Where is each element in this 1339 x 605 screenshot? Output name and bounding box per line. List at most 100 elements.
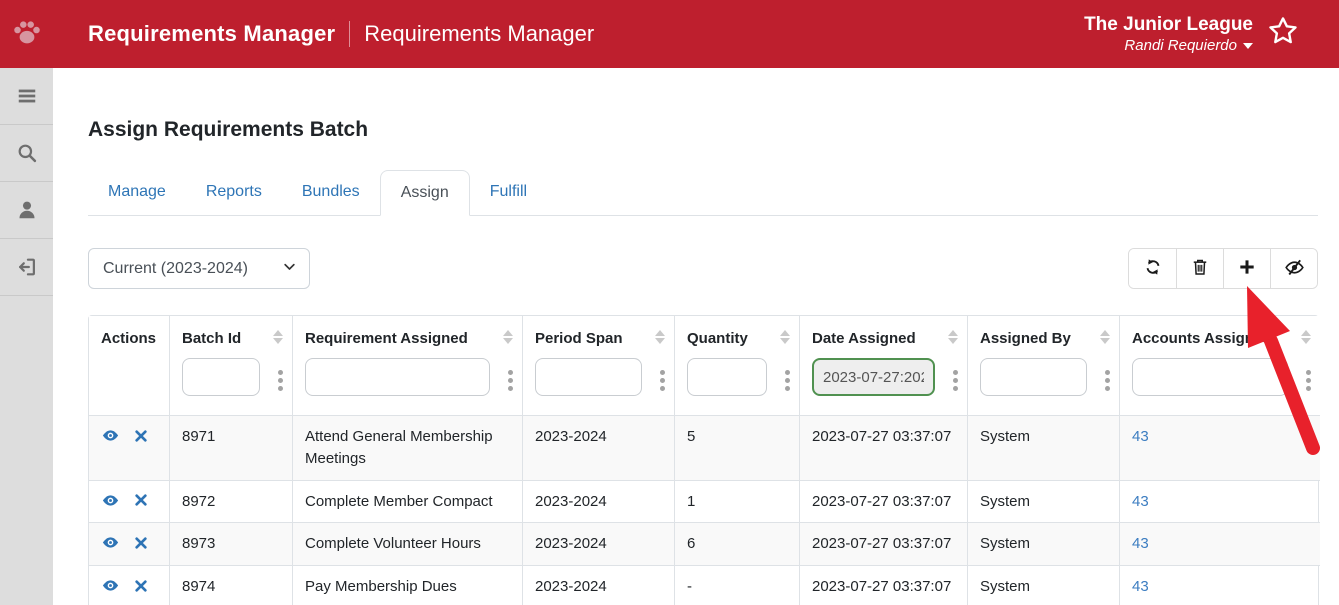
- remove-icon[interactable]: [133, 428, 149, 444]
- quantity-cell: 6: [674, 522, 799, 565]
- app-logo[interactable]: [0, 15, 53, 54]
- star-icon[interactable]: [1267, 15, 1299, 52]
- header-right: The Junior League Randi Requierdo: [1084, 14, 1299, 54]
- col-header-assigned-by: Assigned By: [967, 316, 1119, 416]
- title-group: Requirements Manager Requirements Manage…: [88, 21, 594, 47]
- col-label[interactable]: Requirement Assigned: [305, 330, 468, 347]
- assigned-by-cell: System: [967, 479, 1119, 523]
- period-span-cell: 2023-2024: [522, 522, 674, 565]
- col-header-quantity: Quantity: [674, 316, 799, 416]
- eye-slash-icon: [1284, 257, 1305, 281]
- user-menu[interactable]: Randi Requierdo: [1084, 37, 1253, 54]
- assigned-by-cell: System: [967, 522, 1119, 565]
- refresh-icon: [1143, 257, 1163, 280]
- column-menu-icon[interactable]: [953, 370, 958, 391]
- col-header-requirement-assigned: Requirement Assigned: [292, 316, 522, 416]
- col-label[interactable]: Accounts Assigned: [1132, 330, 1272, 347]
- view-icon[interactable]: [101, 426, 120, 445]
- app-title: Requirements Manager: [88, 21, 336, 46]
- requirement-cell: Complete Volunteer Hours: [292, 522, 522, 565]
- remove-icon[interactable]: [133, 492, 149, 508]
- tab-reports[interactable]: Reports: [205, 183, 262, 200]
- batch-id-filter-input[interactable]: [182, 358, 260, 396]
- paw-icon: [10, 15, 44, 54]
- refresh-button[interactable]: [1129, 249, 1176, 288]
- view-icon[interactable]: [101, 576, 120, 595]
- column-menu-icon[interactable]: [278, 370, 283, 391]
- requirement-cell: Attend General Membership Meetings: [292, 416, 522, 480]
- menu-icon: [16, 85, 38, 107]
- column-menu-icon[interactable]: [785, 370, 790, 391]
- toggle-visibility-button[interactable]: [1270, 249, 1317, 288]
- user-name: Randi Requierdo: [1124, 36, 1237, 54]
- accounts-assigned-link[interactable]: 43: [1132, 428, 1149, 445]
- period-select-value: Current (2023-2024): [103, 259, 248, 277]
- grid-toolbar: [1128, 248, 1318, 289]
- date-assigned-cell: 2023-07-27 03:37:07: [799, 416, 967, 480]
- accounts-assigned-link[interactable]: 43: [1132, 492, 1149, 510]
- batch-id-cell: 8974: [169, 565, 292, 605]
- logout-icon: [16, 256, 38, 278]
- accounts-assigned-link[interactable]: 43: [1132, 535, 1149, 553]
- sort-icon[interactable]: [780, 330, 790, 344]
- assigned-by-filter-input[interactable]: [980, 358, 1087, 396]
- sidebar-item-search[interactable]: [0, 125, 53, 182]
- sidebar-item-menu[interactable]: [0, 68, 53, 125]
- sort-icon[interactable]: [1301, 330, 1311, 344]
- sort-icon[interactable]: [948, 330, 958, 344]
- batch-id-cell: 8973: [169, 522, 292, 565]
- delete-button[interactable]: [1176, 249, 1223, 288]
- tab-assign[interactable]: Assign: [379, 170, 470, 216]
- col-header-batch-id: Batch Id: [169, 316, 292, 416]
- accounts-assigned-link[interactable]: 43: [1132, 578, 1149, 595]
- view-icon[interactable]: [101, 533, 120, 552]
- sort-icon[interactable]: [1100, 330, 1110, 344]
- quantity-filter-input[interactable]: [687, 358, 767, 396]
- batch-id-cell: 8971: [169, 416, 292, 480]
- sort-icon[interactable]: [273, 330, 283, 344]
- tab-bar: Manage Reports Bundles Assign Fulfill: [88, 170, 1318, 216]
- assigned-by-cell: System: [967, 416, 1119, 480]
- plus-icon: [1237, 257, 1257, 280]
- remove-icon[interactable]: [133, 535, 149, 551]
- period-span-cell: 2023-2024: [522, 416, 674, 480]
- date-assigned-filter-input[interactable]: [812, 358, 935, 396]
- batch-id-cell: 8972: [169, 479, 292, 523]
- date-assigned-cell: 2023-07-27 03:37:07: [799, 565, 967, 605]
- tab-manage[interactable]: Manage: [108, 183, 166, 200]
- col-header-actions: Actions: [89, 316, 169, 416]
- sidebar: [0, 68, 53, 605]
- page-title: Assign Requirements Batch: [88, 118, 369, 141]
- org-name: The Junior League: [1084, 14, 1253, 36]
- accounts-assigned-filter-input[interactable]: [1132, 358, 1288, 396]
- requirements-grid: Actions Batch Id Requirement Assigned: [88, 315, 1320, 605]
- remove-icon[interactable]: [133, 578, 149, 594]
- column-menu-icon[interactable]: [1105, 370, 1110, 391]
- table-row: 8971 Attend General Membership Meetings …: [89, 416, 1320, 480]
- user-icon: [16, 199, 38, 221]
- tab-fulfill[interactable]: Fulfill: [489, 183, 528, 200]
- col-label: Actions: [101, 330, 157, 347]
- col-header-period-span: Period Span: [522, 316, 674, 416]
- view-icon[interactable]: [101, 491, 120, 510]
- column-menu-icon[interactable]: [660, 370, 665, 391]
- col-label[interactable]: Quantity: [687, 330, 748, 347]
- col-label[interactable]: Date Assigned: [812, 330, 916, 347]
- col-label[interactable]: Batch Id: [182, 330, 242, 347]
- col-label[interactable]: Assigned By: [980, 330, 1071, 347]
- requirement-cell: Complete Member Compact: [292, 479, 522, 523]
- sort-icon[interactable]: [503, 330, 513, 344]
- sidebar-item-user[interactable]: [0, 182, 53, 239]
- tab-bundles[interactable]: Bundles: [301, 183, 360, 200]
- requirement-cell: Pay Membership Dues: [292, 565, 522, 605]
- period-span-filter-input[interactable]: [535, 358, 642, 396]
- column-menu-icon[interactable]: [508, 370, 513, 391]
- period-select[interactable]: Current (2023-2024): [88, 248, 310, 289]
- sort-icon[interactable]: [655, 330, 665, 344]
- col-label[interactable]: Period Span: [535, 330, 623, 347]
- col-header-accounts-assigned: Accounts Assigned: [1119, 316, 1320, 416]
- requirement-filter-input[interactable]: [305, 358, 490, 396]
- column-menu-icon[interactable]: [1306, 370, 1311, 391]
- sidebar-item-logout[interactable]: [0, 239, 53, 296]
- add-button[interactable]: [1223, 249, 1270, 288]
